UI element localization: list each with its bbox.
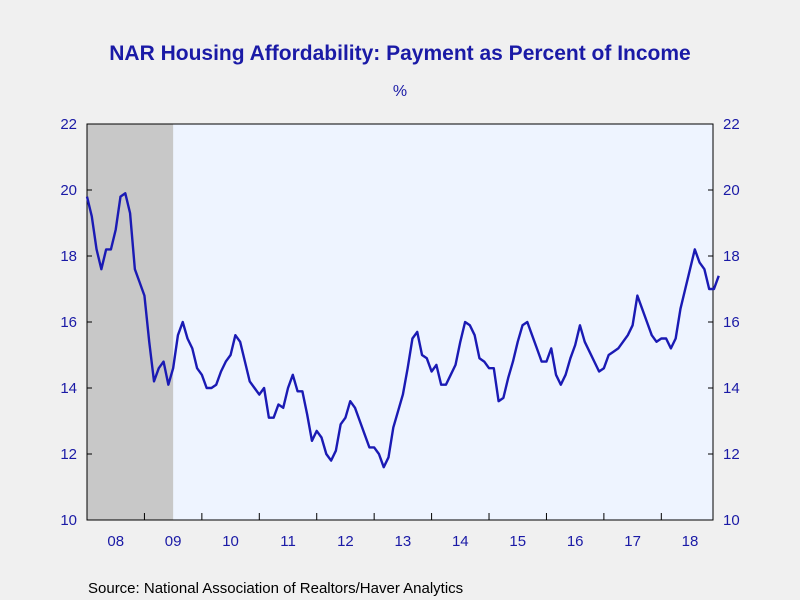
- y-tick-label-right: 16: [723, 314, 740, 331]
- y-tick-label-right: 18: [723, 248, 740, 265]
- y-tick-label-left: 16: [60, 314, 77, 331]
- recession-shading: [87, 124, 174, 520]
- y-tick-label-left: 18: [60, 248, 77, 265]
- y-tick-label-right: 14: [723, 380, 740, 397]
- series-line: [85, 192, 720, 469]
- x-tick-label: 15: [509, 533, 526, 550]
- y-tick-label-right: 12: [723, 446, 740, 463]
- y-tick-label-left: 20: [60, 182, 77, 199]
- plot-area: 10 10 12 12 14 14 16 16 18 18 20 20 22 22 08 09 10 11 12 13…: [60, 116, 739, 550]
- y-tick-label-left: 22: [60, 116, 77, 133]
- y-tick-label-right: 22: [723, 116, 740, 133]
- x-tick-label: 08: [107, 533, 124, 550]
- y-tick-label-right: 20: [723, 182, 740, 199]
- unit-label: %: [393, 83, 407, 100]
- y-tick-label-right: 10: [723, 512, 740, 529]
- plot-background: [87, 124, 713, 520]
- y-tick-label-left: 12: [60, 446, 77, 463]
- x-tick-label: 13: [395, 533, 412, 550]
- y-tick-label-left: 14: [60, 380, 77, 397]
- x-tick-label: 18: [682, 533, 699, 550]
- x-tick-label: 10: [222, 533, 239, 550]
- x-tick-label: 12: [337, 533, 354, 550]
- y-tick-label-left: 10: [60, 512, 77, 529]
- x-tick-label: 09: [165, 533, 182, 550]
- x-tick-label: 11: [280, 533, 296, 550]
- x-tick-label: 16: [567, 533, 584, 550]
- source-note: Source: National Association of Realtors…: [88, 580, 463, 597]
- x-tick-label: 14: [452, 533, 469, 550]
- chart-title: NAR Housing Affordability: Payment as Pe…: [109, 42, 690, 65]
- x-tick-label: 17: [624, 533, 641, 550]
